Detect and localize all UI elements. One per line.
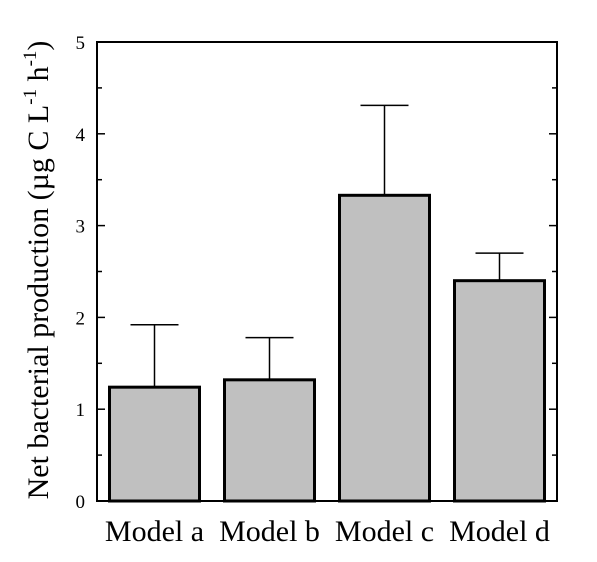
x-category-label: Model a: [105, 515, 204, 548]
y-axis-title-main: Net bacterial production (µg C L: [22, 105, 55, 500]
bar: [453, 279, 546, 503]
y-axis-title-sup2: -1: [20, 51, 41, 67]
x-category-label: Model c: [335, 515, 434, 548]
svg-text:Net bacterial production (µg C: Net bacterial production (µg C L-1 h-1): [20, 41, 55, 500]
y-tick-label: 0: [76, 492, 86, 513]
x-category-label: Model b: [219, 515, 320, 548]
y-tick-label: 1: [76, 400, 86, 421]
bar: [108, 385, 201, 503]
x-category-label: Model d: [449, 515, 550, 548]
y-tick-label: 2: [76, 308, 86, 329]
y-axis-title-sup1: -1: [20, 89, 41, 105]
y-tick-label: 5: [76, 33, 86, 54]
y-axis-title-end: ): [22, 41, 55, 51]
y-tick-label: 3: [76, 217, 86, 238]
y-axis-title-mid: h: [22, 66, 55, 89]
y-tick-label: 4: [76, 125, 86, 146]
bar: [338, 193, 431, 503]
y-axis-title: Net bacterial production (µg C L-1 h-1): [20, 41, 55, 500]
bar: [223, 378, 316, 503]
